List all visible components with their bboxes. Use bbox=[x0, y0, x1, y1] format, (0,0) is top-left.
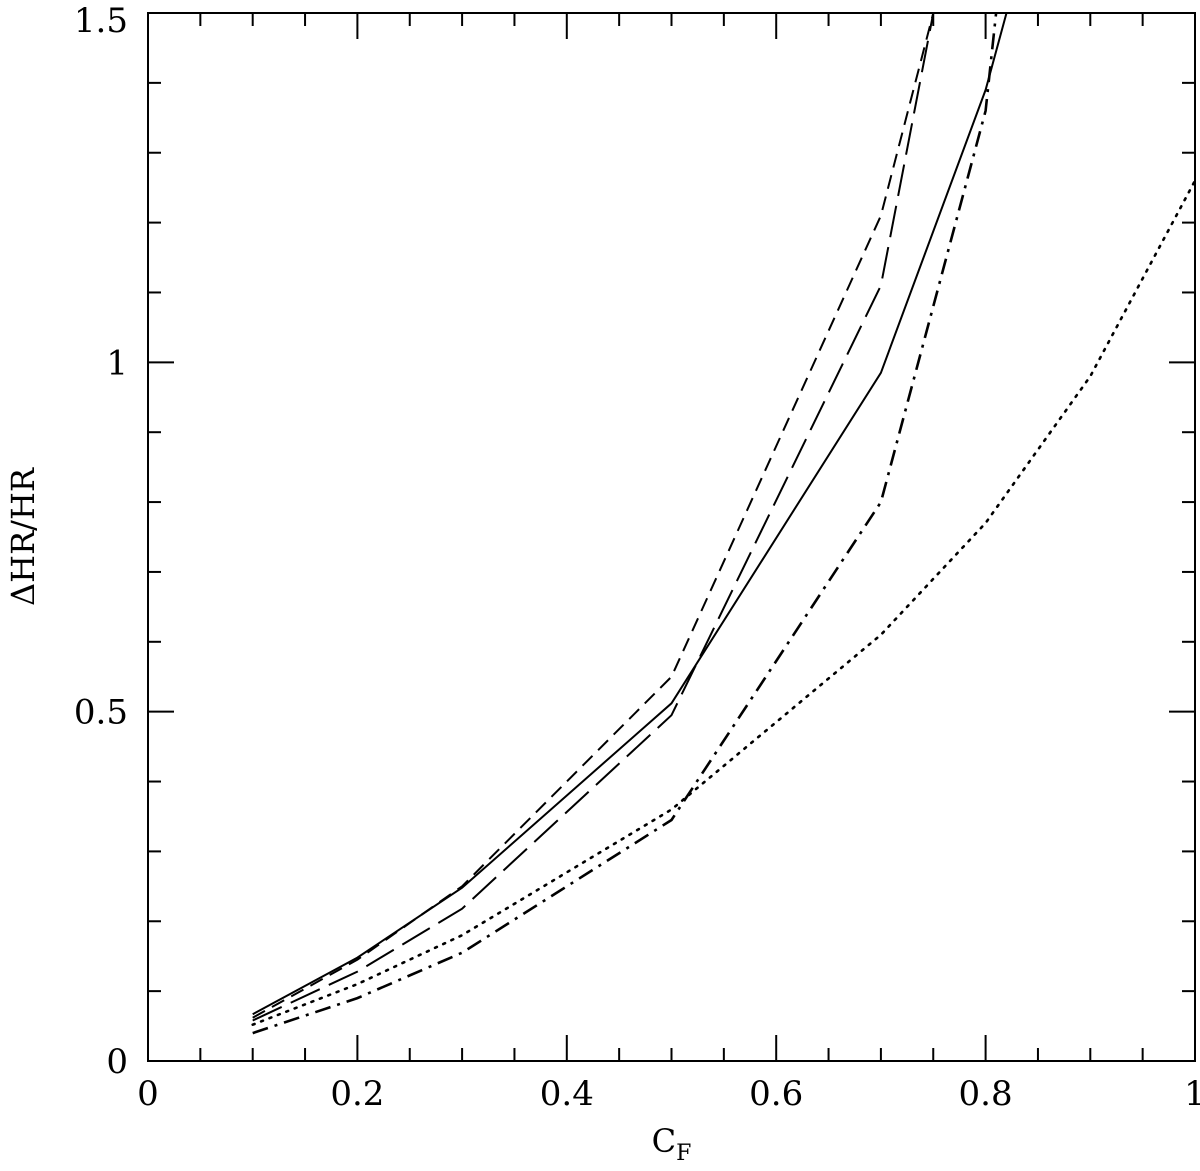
ticks-layer bbox=[147, 12, 1196, 1062]
tick-labels-layer: 0 0.2 0.4 0.6 0.8 1 0 0.5 1 1.5 bbox=[74, 1, 1200, 1114]
x-axis-label: CF bbox=[652, 1122, 692, 1166]
y-axis-label: ΔHR/HR bbox=[4, 467, 42, 606]
x-tick-label: 0 bbox=[137, 1074, 159, 1114]
x-tick-label: 0.4 bbox=[540, 1074, 594, 1114]
x-tick-label: 0.6 bbox=[749, 1074, 803, 1114]
series-line-long-dash bbox=[252, 13, 935, 1022]
y-tick-label: 0 bbox=[106, 1042, 128, 1082]
y-tick-label: 1 bbox=[106, 343, 128, 383]
x-axis-label-main: C bbox=[652, 1122, 676, 1160]
series-line-dash-dot bbox=[252, 13, 998, 1035]
x-tick-label: 1 bbox=[1184, 1074, 1200, 1114]
series-line-dotted bbox=[251, 179, 1195, 1026]
plot-frame bbox=[147, 12, 1196, 1062]
series-layer bbox=[251, 13, 1195, 1035]
y-tick-label: 0.5 bbox=[74, 693, 128, 733]
y-tick-label: 1.5 bbox=[74, 1, 128, 41]
series-line-short-dash bbox=[252, 13, 935, 1019]
series-line-solid bbox=[252, 13, 1008, 1016]
x-axis-label-subscript: F bbox=[676, 1141, 691, 1166]
x-tick-label: 0.8 bbox=[959, 1074, 1013, 1114]
x-tick-label: 0.2 bbox=[330, 1074, 384, 1114]
